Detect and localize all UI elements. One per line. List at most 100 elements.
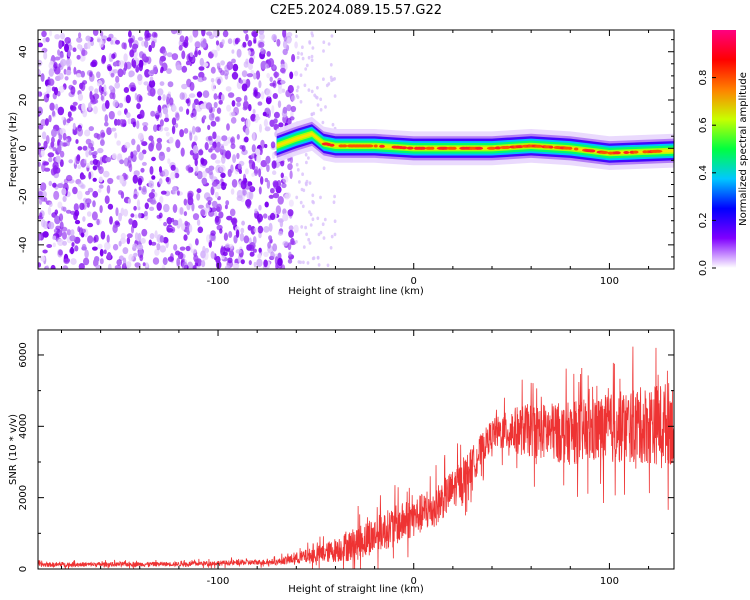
- noise-blob: [286, 104, 292, 112]
- noise-blob: [150, 241, 157, 246]
- noise-blob: [51, 128, 57, 138]
- noise-blob: [188, 224, 193, 233]
- noise-blob: [109, 216, 113, 225]
- noise-blob: [189, 81, 195, 91]
- noise-blob: [88, 142, 93, 149]
- noise-blob: [191, 202, 195, 212]
- noise-blob: [137, 74, 143, 81]
- noise-blob: [46, 93, 50, 99]
- noise-blob: [65, 69, 72, 76]
- noise-blob: [72, 186, 78, 195]
- noise-blob: [263, 226, 270, 233]
- noise-blob: [148, 44, 152, 53]
- noise-blob: [188, 35, 193, 43]
- noise-blob: [41, 30, 47, 38]
- noise-blob: [195, 165, 199, 174]
- noise-blob: [40, 73, 45, 82]
- noise-blob: [57, 238, 64, 246]
- sparse-blob: [317, 263, 321, 267]
- noise-blob: [144, 39, 149, 49]
- sparse-blob: [305, 63, 309, 68]
- noise-blob: [119, 159, 125, 165]
- noise-blob: [240, 227, 245, 234]
- plot-frame: [37, 29, 675, 270]
- noise-blob: [183, 127, 189, 134]
- noise-blob: [229, 208, 236, 217]
- noise-blob: [175, 112, 180, 121]
- noise-blob: [128, 253, 134, 262]
- noise-blob: [114, 132, 118, 139]
- noise-blob: [133, 193, 138, 200]
- noise-blob: [92, 190, 99, 198]
- sparse-blob: [313, 93, 317, 98]
- noise-blob: [43, 140, 48, 149]
- noise-blob: [159, 57, 164, 66]
- signal-peak: [652, 149, 663, 153]
- noise-blob: [123, 53, 128, 62]
- noise-blob: [114, 265, 122, 269]
- sparse-blob: [295, 94, 299, 98]
- noise-blob: [92, 200, 96, 208]
- noise-blob: [214, 191, 219, 199]
- noise-blob: [234, 168, 239, 175]
- noise-blob: [163, 203, 170, 213]
- noise-blob: [153, 124, 158, 132]
- noise-blob: [84, 129, 91, 137]
- noise-blob: [115, 75, 120, 83]
- noise-blob: [89, 90, 93, 100]
- noise-blob: [133, 252, 138, 257]
- noise-blob: [62, 195, 67, 202]
- noise-blob: [243, 30, 249, 34]
- noise-blob: [256, 258, 263, 268]
- sparse-blob: [321, 120, 325, 125]
- noise-blob: [210, 78, 215, 83]
- sparse-blob: [304, 152, 308, 157]
- noise-blob: [137, 175, 144, 184]
- noise-blob: [253, 227, 259, 233]
- noise-blob: [172, 185, 178, 195]
- noise-blob: [54, 209, 59, 215]
- noise-blob: [73, 66, 77, 75]
- noise-blob: [58, 213, 64, 222]
- noise-blob: [159, 245, 167, 253]
- noise-blob: [224, 204, 228, 210]
- x-tick-label: 100: [600, 576, 619, 587]
- noise-blob: [141, 149, 147, 155]
- noise-blob: [101, 55, 107, 63]
- noise-blob: [58, 85, 65, 93]
- noise-blob: [288, 225, 294, 231]
- noise-blob: [116, 259, 122, 266]
- noise-blob: [68, 159, 73, 164]
- x-axis-label: Height of straight line (km): [288, 584, 424, 595]
- noise-blob: [198, 204, 204, 209]
- noise-blob: [158, 151, 166, 161]
- noise-blob: [211, 82, 216, 92]
- noise-blob: [57, 183, 64, 189]
- noise-blob: [290, 237, 295, 245]
- noise-blob: [249, 251, 255, 257]
- noise-blob: [100, 129, 105, 139]
- noise-blob: [247, 40, 253, 47]
- sparse-blob: [309, 223, 313, 227]
- noise-blob: [225, 247, 231, 253]
- noise-blob: [263, 259, 268, 268]
- noise-blob: [132, 174, 138, 184]
- noise-blob: [272, 80, 277, 89]
- noise-blob: [70, 86, 76, 95]
- noise-blob: [82, 80, 88, 85]
- noise-blob: [288, 229, 294, 238]
- noise-blob: [286, 31, 293, 38]
- noise-blob: [235, 249, 242, 254]
- noise-blob: [38, 161, 41, 167]
- noise-blob: [218, 211, 224, 219]
- noise-blob: [82, 109, 88, 118]
- noise-blob: [118, 212, 122, 222]
- noise-blob: [247, 49, 251, 56]
- noise-blob: [100, 230, 106, 240]
- noise-blob: [48, 68, 54, 77]
- noise-blob: [52, 182, 57, 188]
- noise-blob: [66, 174, 73, 182]
- plot-frame: [37, 329, 675, 570]
- noise-blob: [287, 242, 292, 251]
- noise-blob: [165, 176, 170, 183]
